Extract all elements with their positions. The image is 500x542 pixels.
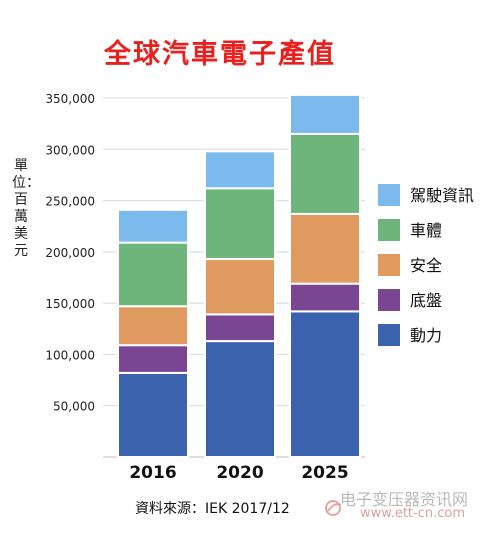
legend-swatch (378, 219, 400, 241)
legend-swatch (378, 254, 400, 276)
bar-segment (204, 340, 276, 459)
watermark-logo-icon (325, 500, 342, 516)
legend-swatch (378, 289, 400, 311)
bar-segment (204, 313, 276, 343)
source-note: 資料來源：IEK 2017/12 (135, 501, 290, 517)
bar-segment (117, 241, 189, 308)
bar-segment (117, 208, 189, 244)
legend-swatch (378, 324, 400, 346)
legend-label: 動力 (410, 326, 442, 345)
bar-segment (289, 93, 361, 135)
legend-label: 駕駛資訊 (410, 186, 474, 205)
y-tick-label: 250,000 (45, 195, 95, 209)
bar-segment (289, 212, 361, 285)
y-tick-label: 300,000 (45, 143, 95, 157)
y-tick-label: 350,000 (45, 92, 95, 106)
legend-swatch (378, 184, 400, 206)
legend-label: 底盤 (410, 291, 442, 310)
y-tick-label: 150,000 (45, 297, 95, 311)
bar-segment (117, 344, 189, 374)
bar-segment (204, 258, 276, 316)
y-tick-label: 200,000 (45, 246, 95, 260)
x-tick-label: 2016 (129, 463, 176, 483)
bar-segment (117, 305, 189, 347)
y-tick-label: 50,000 (53, 400, 95, 414)
bar-segment (204, 150, 276, 190)
bar-segment (289, 310, 361, 458)
chart-title: 全球汽車電子產值 (104, 39, 336, 70)
legend-label: 車體 (410, 221, 442, 240)
bar-segment (289, 132, 361, 215)
watermark-site-name: 电子变压器资讯网 (340, 490, 469, 509)
bar-segment (204, 187, 276, 261)
bar-segment (289, 282, 361, 313)
x-tick-label: 2025 (301, 463, 348, 483)
y-tick-label: 100,000 (45, 348, 95, 362)
legend-label: 安全 (410, 256, 442, 275)
x-tick-label: 2020 (216, 463, 263, 483)
watermark-url: www.ett-cn.com (360, 506, 466, 521)
bar-segment (117, 371, 189, 458)
